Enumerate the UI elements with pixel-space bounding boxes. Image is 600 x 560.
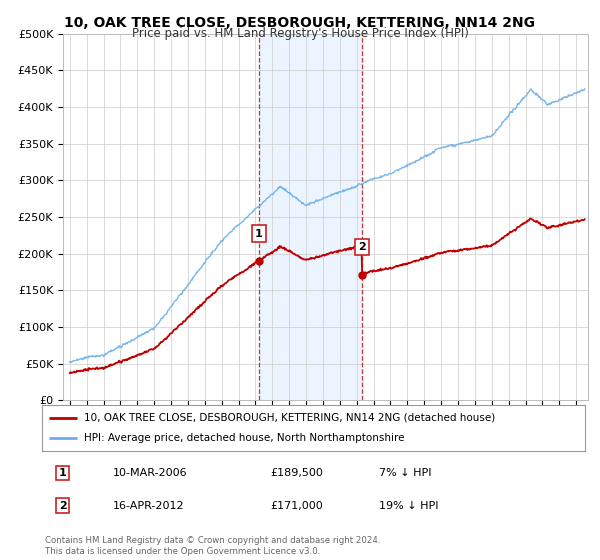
- Text: £189,500: £189,500: [270, 468, 323, 478]
- Text: 1: 1: [59, 468, 67, 478]
- Text: HPI: Average price, detached house, North Northamptonshire: HPI: Average price, detached house, Nort…: [84, 433, 404, 444]
- Bar: [259, 34, 362, 400]
- Text: £171,000: £171,000: [270, 501, 323, 511]
- Text: 1: 1: [255, 228, 263, 239]
- Text: Contains HM Land Registry data © Crown copyright and database right 2024.
This d: Contains HM Land Registry data © Crown c…: [45, 536, 380, 556]
- Text: 2: 2: [59, 501, 67, 511]
- Text: Price paid vs. HM Land Registry's House Price Index (HPI): Price paid vs. HM Land Registry's House …: [131, 27, 469, 40]
- Text: 10-MAR-2006: 10-MAR-2006: [113, 468, 187, 478]
- Text: 16-APR-2012: 16-APR-2012: [113, 501, 184, 511]
- Text: 10, OAK TREE CLOSE, DESBOROUGH, KETTERING, NN14 2NG (detached house): 10, OAK TREE CLOSE, DESBOROUGH, KETTERIN…: [84, 413, 495, 423]
- Text: 2: 2: [358, 242, 365, 252]
- Text: 19% ↓ HPI: 19% ↓ HPI: [379, 501, 438, 511]
- Text: 10, OAK TREE CLOSE, DESBOROUGH, KETTERING, NN14 2NG: 10, OAK TREE CLOSE, DESBOROUGH, KETTERIN…: [65, 16, 536, 30]
- Text: 7% ↓ HPI: 7% ↓ HPI: [379, 468, 431, 478]
